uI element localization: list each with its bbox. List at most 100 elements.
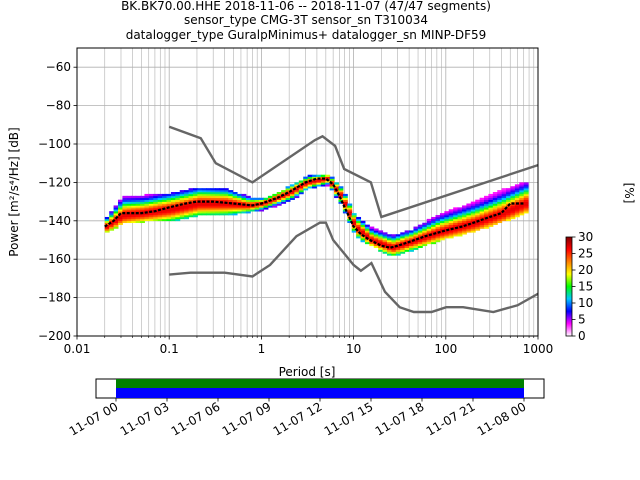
density-cell <box>144 218 150 222</box>
density-cell <box>400 236 406 239</box>
density-cell <box>400 232 406 235</box>
density-cell <box>188 190 194 193</box>
density-cell <box>444 213 450 216</box>
density-cell <box>360 232 366 235</box>
density-cell <box>391 241 397 245</box>
density-cell <box>245 209 251 212</box>
density-cell <box>215 211 220 214</box>
density-cell <box>267 203 273 206</box>
density-cell <box>140 203 145 206</box>
density-cell <box>501 209 507 212</box>
density-cell <box>506 216 511 220</box>
density-cell <box>439 228 445 231</box>
density-cell <box>157 195 163 199</box>
density-cell <box>409 230 414 233</box>
density-cell <box>184 192 190 195</box>
density-cell <box>475 224 481 227</box>
density-cell <box>294 193 300 197</box>
y-tick-label: −100 <box>38 137 71 151</box>
density-cell <box>157 193 163 197</box>
density-cell <box>232 211 238 214</box>
density-cell <box>228 209 234 212</box>
density-cell <box>492 192 498 195</box>
density-cell <box>219 193 225 197</box>
density-cell <box>206 195 212 199</box>
density-cell <box>510 193 516 197</box>
density-cell <box>444 220 450 224</box>
density-cell <box>307 176 313 179</box>
density-cell <box>144 195 150 199</box>
density-cell <box>519 188 525 191</box>
density-cell <box>140 216 145 220</box>
density-cell <box>206 193 212 197</box>
density-cell <box>514 213 520 216</box>
density-cell <box>484 209 489 212</box>
density-cell <box>387 241 392 245</box>
density-cell <box>475 228 481 231</box>
density-cell <box>192 211 198 214</box>
density-cell <box>259 199 265 202</box>
density-cell <box>241 197 247 200</box>
density-cell <box>140 205 145 208</box>
density-cell <box>166 215 172 218</box>
density-cell <box>426 228 432 231</box>
density-cell <box>457 228 463 231</box>
density-cell <box>470 203 476 206</box>
density-cell <box>320 182 326 185</box>
density-cell <box>117 215 123 218</box>
coverage-tick-label: 11-07 21 <box>424 399 478 438</box>
density-cell <box>369 243 375 247</box>
density-cell <box>175 207 181 210</box>
density-cell <box>470 216 476 220</box>
density-cell <box>126 216 132 220</box>
density-cell <box>113 205 119 208</box>
density-cell <box>117 216 123 220</box>
density-cell <box>484 218 489 222</box>
density-cell <box>175 211 181 214</box>
density-cell <box>184 190 190 193</box>
density-cell <box>197 211 203 214</box>
density-cell <box>514 209 520 212</box>
density-cell <box>470 213 476 216</box>
density-cell <box>109 226 115 229</box>
density-cell <box>325 176 331 179</box>
density-cell <box>148 218 154 222</box>
density-cell <box>210 207 216 210</box>
density-cell <box>170 209 176 212</box>
density-cell <box>316 180 322 183</box>
density-cell <box>501 213 507 216</box>
density-cell <box>303 176 309 179</box>
density-cell <box>117 218 123 222</box>
density-cell <box>188 188 194 191</box>
density-cell <box>501 195 507 199</box>
density-cell <box>356 234 362 237</box>
density-cell <box>289 184 295 187</box>
density-cell <box>281 197 287 200</box>
density-cell <box>289 197 295 200</box>
density-cell <box>461 207 467 210</box>
density-cell <box>179 205 185 208</box>
density-cell <box>426 241 432 245</box>
density-cell <box>281 192 287 195</box>
coverage-used-band <box>116 379 524 388</box>
density-cell <box>219 209 225 212</box>
density-cell <box>109 222 115 225</box>
density-cell <box>289 190 295 193</box>
density-cell <box>492 197 498 200</box>
density-cell <box>439 234 445 237</box>
density-cell <box>135 215 141 218</box>
density-cell <box>215 188 220 191</box>
density-cell <box>298 186 304 189</box>
density-cell <box>276 193 282 197</box>
density-cell <box>378 234 384 237</box>
density-cell <box>387 251 392 254</box>
density-cell <box>479 226 485 229</box>
density-cell <box>435 224 441 227</box>
density-cell <box>131 218 137 222</box>
density-cell <box>241 211 247 214</box>
density-cell <box>267 197 273 200</box>
density-cell <box>135 209 141 212</box>
density-cell <box>219 190 225 193</box>
